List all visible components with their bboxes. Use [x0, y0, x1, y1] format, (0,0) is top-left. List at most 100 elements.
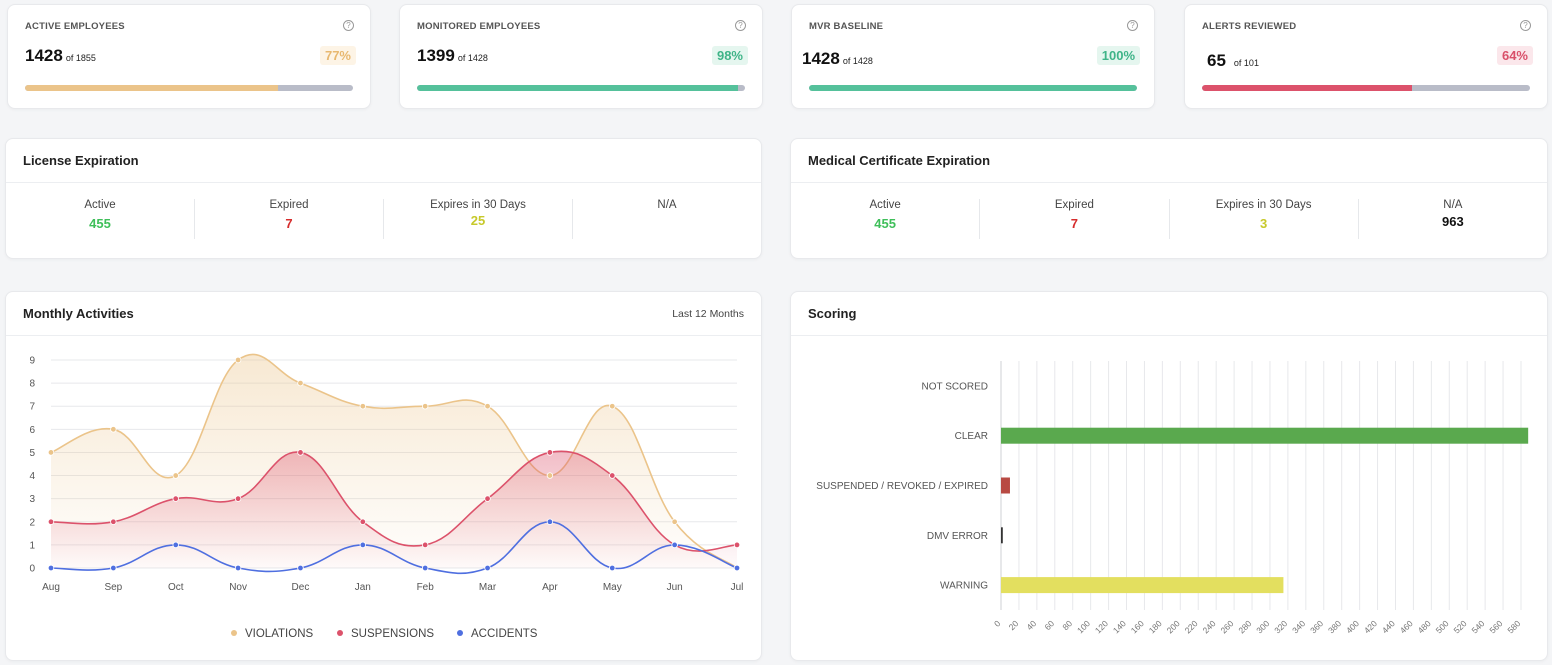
y-tick-label: 2	[29, 517, 35, 528]
range-selector[interactable]: Last 12 Months	[672, 308, 744, 320]
x-tick-label: 320	[1272, 618, 1289, 635]
x-tick-label: 440	[1380, 618, 1397, 635]
legend-label: VIOLATIONS	[245, 628, 313, 640]
data-point	[546, 472, 554, 479]
bar-dmv-error	[1001, 527, 1003, 544]
stat-card-monitored-employees: MONITORED EMPLOYEES ? 1399 of 1428 98%	[399, 4, 763, 109]
stat-percent: 98%	[711, 46, 748, 65]
data-point	[359, 403, 367, 410]
legend-label: ACCIDENTS	[471, 628, 538, 640]
exp-col-expires-30-days[interactable]: Expires in 30 Days 3	[1170, 199, 1359, 239]
scoring-card: Scoring 0 20 40 60 80 100 120 140 160 180 200 220 24…	[790, 291, 1548, 661]
exp-col-expired[interactable]: Expired 7	[195, 199, 384, 239]
exp-col-na[interactable]: N/A 963	[1359, 199, 1547, 239]
y-tick-label: CLEAR	[955, 431, 988, 442]
data-point	[484, 403, 491, 410]
x-tick-label: Sep	[104, 582, 122, 593]
x-tick-label: 260	[1218, 618, 1235, 635]
data-point	[546, 518, 554, 525]
series-area-suspensions	[51, 451, 737, 568]
data-point	[172, 495, 179, 502]
stat-label: MONITORED EMPLOYEES	[417, 21, 541, 32]
x-tick-label: 120	[1093, 618, 1110, 635]
stat-label: ACTIVE EMPLOYEES	[25, 21, 125, 32]
monthly-activities-card: Monthly Activities Last 12 Months 0 1 2 3 4 5…	[5, 291, 762, 661]
data-point	[110, 518, 117, 525]
help-icon[interactable]: ?	[1127, 20, 1138, 31]
scoring-chart: 0 20 40 60 80 100 120 140 160 180 200 220 240 260 280 3…	[816, 361, 1529, 635]
help-icon[interactable]: ?	[343, 20, 354, 31]
y-tick-label: NOT SCORED	[922, 381, 989, 392]
data-point	[47, 449, 55, 456]
stat-card-active-employees: ACTIVE EMPLOYEES ? 1428 of 1855 77%	[7, 4, 371, 109]
y-tick-label: WARNING	[940, 581, 988, 592]
x-tick-label: Nov	[229, 582, 247, 593]
exp-value: 3	[1260, 216, 1268, 231]
x-tick-label: 520	[1452, 618, 1469, 635]
y-tick-label: 7	[29, 402, 35, 413]
x-tick-label: Aug	[42, 582, 60, 593]
data-point	[546, 449, 554, 456]
data-point	[733, 541, 741, 549]
y-tick-label: SUSPENDED / REVOKED / EXPIRED	[816, 481, 988, 492]
x-tick-label: 180	[1147, 618, 1164, 635]
y-tick-label: 0	[29, 564, 35, 575]
exp-value: 7	[285, 216, 293, 231]
license-expiration-card: License Expiration Active 455 Expired 7 Ex…	[5, 138, 762, 259]
bar-warning	[1001, 577, 1284, 594]
exp-value: 455	[89, 216, 111, 231]
x-tick-label: 480	[1416, 618, 1433, 635]
help-icon[interactable]: ?	[735, 20, 746, 31]
card-header: Monthly Activities Last 12 Months	[6, 292, 761, 336]
data-point	[733, 564, 741, 572]
x-tick-label: Mar	[479, 582, 497, 593]
exp-col-na[interactable]: N/A	[657, 199, 677, 211]
data-point	[671, 541, 678, 549]
series-line-violations	[50, 353, 738, 569]
exp-col-active[interactable]: Active 455	[6, 199, 195, 239]
x-tick-label: 200	[1165, 618, 1182, 635]
x-tick-label: Apr	[542, 582, 558, 593]
data-point	[609, 403, 616, 410]
x-tick-label: 60	[1042, 618, 1056, 632]
x-tick-label: 340	[1290, 618, 1307, 635]
x-tick-label: 360	[1308, 618, 1325, 635]
data-point	[234, 564, 242, 572]
x-tick-label: 400	[1344, 618, 1361, 635]
stat-percent: 64%	[1496, 46, 1533, 65]
medical-certificate-expiration-card: Medical Certificate Expiration Active 455…	[790, 138, 1548, 259]
expiration-summary: Active 455 Expired 7 Expires in 30 Days 25 …	[6, 199, 761, 239]
exp-col-active[interactable]: Active 455	[791, 199, 981, 239]
exp-value: 7	[1070, 216, 1078, 231]
stat-value: 65 of 101	[1207, 51, 1259, 70]
data-point	[172, 472, 179, 479]
x-tick-label: 80	[1060, 618, 1074, 632]
card-header: Scoring	[791, 292, 1547, 336]
exp-value: 25	[470, 213, 486, 228]
stat-value: 1428 of 1428	[802, 49, 873, 68]
y-tick-label: 1	[29, 540, 35, 551]
legend-marker	[231, 630, 237, 636]
x-tick-label: Jul	[731, 582, 744, 593]
data-point	[421, 541, 429, 549]
card-title: License Expiration	[23, 153, 139, 168]
y-tick-label: 3	[29, 494, 35, 505]
data-point	[110, 426, 117, 433]
x-tick-label: 100	[1075, 618, 1092, 635]
legend-label: SUSPENSIONS	[351, 628, 434, 640]
exp-col-expired[interactable]: Expired 7	[980, 199, 1170, 239]
data-point	[359, 518, 367, 525]
y-tick-label: DMV ERROR	[927, 531, 988, 542]
data-point	[671, 518, 678, 525]
help-icon[interactable]: ?	[1520, 20, 1531, 31]
progress-bar	[25, 85, 353, 91]
exp-col-expires-30-days[interactable]: Expires in 30 Days 25	[384, 199, 573, 239]
data-point	[234, 495, 242, 502]
x-tick-label: May	[603, 582, 622, 593]
data-point	[110, 564, 117, 572]
bar-clear	[1001, 427, 1529, 444]
stat-value: 1399 of 1428	[417, 46, 488, 65]
data-point	[421, 403, 429, 410]
y-tick-label: 6	[29, 425, 35, 436]
data-point	[172, 541, 179, 549]
